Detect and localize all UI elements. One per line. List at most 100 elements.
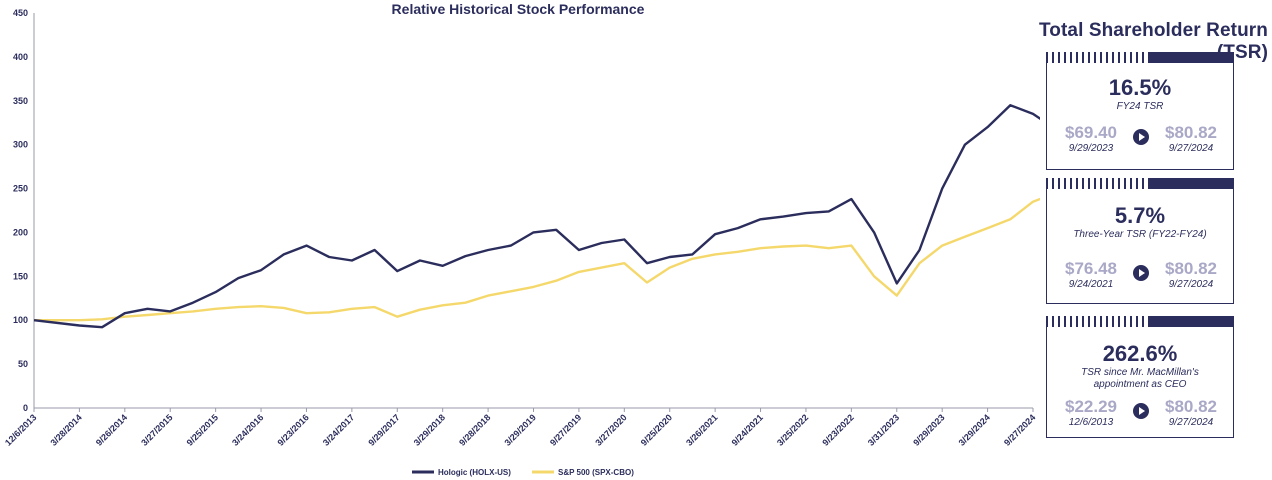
panel-header-bar (1046, 52, 1234, 63)
strip-tick (1130, 178, 1132, 189)
x-tick-label: 3/27/2015 (139, 412, 174, 447)
legend-label: Hologic (HOLX-US) (438, 468, 511, 477)
y-tick-label: 250 (13, 184, 28, 194)
strip-tick (1064, 316, 1066, 327)
strip-tick (1088, 178, 1090, 189)
x-tick-label: 9/26/2014 (94, 412, 129, 447)
tsr-value: 16.5% (1108, 75, 1172, 100)
x-tick-label: 3/29/2019 (503, 412, 538, 447)
strip-tick (1106, 178, 1108, 189)
x-tick-label: 9/25/2015 (185, 412, 220, 447)
strip-tick (1142, 316, 1144, 327)
strip-tick (1070, 316, 1072, 327)
panel-header-bar (1046, 316, 1234, 327)
start-price: $76.48 (1065, 259, 1117, 278)
series-line-hologic (33, 104, 1040, 329)
strip-tick (1070, 52, 1072, 63)
x-tick-label: 12/6/2013 (3, 412, 38, 447)
tsr-value: 5.7% (1114, 203, 1166, 228)
strip-tick (1094, 178, 1096, 189)
strip-tick (1058, 316, 1060, 327)
x-tick-label: 9/29/2017 (366, 412, 401, 447)
strip-tick (1094, 316, 1096, 327)
arrow-right-icon (1133, 403, 1149, 419)
strip-tick (1106, 316, 1108, 327)
x-tick-label: 9/25/2020 (639, 412, 674, 447)
end-date: 9/27/2024 (1168, 279, 1214, 290)
strip-tick (1058, 52, 1060, 63)
x-tick-label: 3/24/2017 (321, 412, 356, 447)
tsr-label-line2: appointment as CEO (1093, 379, 1187, 390)
tsr-panel-three-year: 5.7% Three-Year TSR (FY22-FY24) $76.48 9… (1046, 178, 1234, 304)
strip-tick (1130, 52, 1132, 63)
x-tick-label: 3/29/2024 (957, 412, 992, 447)
x-tick-label: 3/29/2018 (412, 412, 447, 447)
x-tick-label: 9/27/2024 (1002, 412, 1037, 447)
strip-tick (1052, 316, 1054, 327)
strip-tick (1118, 52, 1120, 63)
strip-tick (1136, 316, 1138, 327)
end-price: $80.82 (1165, 123, 1217, 142)
strip-solid (1148, 178, 1234, 189)
strip-tick (1130, 316, 1132, 327)
panel-header-bar (1046, 178, 1234, 189)
x-tick-label: 9/24/2021 (730, 412, 765, 447)
strip-tick (1142, 52, 1144, 63)
strip-tick (1100, 52, 1102, 63)
strip-tick (1100, 178, 1102, 189)
y-tick-label: 100 (13, 315, 28, 325)
strip-tick (1142, 178, 1144, 189)
x-tick-label: 9/27/2019 (548, 412, 583, 447)
strip-tick (1070, 178, 1072, 189)
x-tick-label: 3/28/2014 (48, 412, 83, 447)
arrow-right-icon (1133, 265, 1149, 281)
tsr-label: FY24 TSR (1116, 101, 1164, 112)
strip-tick (1112, 52, 1114, 63)
legend-label: S&P 500 (SPX-CBO) (558, 468, 634, 477)
strip-tick (1052, 178, 1054, 189)
tsr-card: 262.6% TSR since Mr. MacMillan's appoint… (1046, 327, 1234, 438)
start-date: 9/24/2021 (1068, 279, 1114, 290)
strip-tick (1136, 178, 1138, 189)
strip-tick (1058, 178, 1060, 189)
x-tick-label: 3/27/2020 (593, 412, 628, 447)
x-tick-label: 3/25/2022 (775, 412, 810, 447)
x-tick-label: 9/29/2023 (911, 412, 946, 447)
end-price: $80.82 (1165, 397, 1217, 416)
strip-tick (1088, 316, 1090, 327)
strip-tick (1052, 52, 1054, 63)
strip-tick (1082, 316, 1084, 327)
strip-tick (1082, 52, 1084, 63)
start-date: 9/29/2023 (1068, 143, 1114, 154)
strip-tick (1100, 316, 1102, 327)
strip-tick (1076, 178, 1078, 189)
start-price: $22.29 (1065, 397, 1117, 416)
end-date: 9/27/2024 (1168, 417, 1214, 428)
strip-tick (1136, 52, 1138, 63)
strip-tick (1106, 52, 1108, 63)
strip-tick (1112, 316, 1114, 327)
strip-tick (1046, 178, 1048, 189)
strip-tick (1076, 52, 1078, 63)
tsr-card: 16.5% FY24 TSR $69.40 9/29/2023 $80.82 9… (1046, 63, 1234, 170)
x-tick-label: 3/31/2023 (866, 412, 901, 447)
y-tick-label: 0 (23, 403, 28, 413)
x-tick-label: 3/24/2016 (230, 412, 265, 447)
end-date: 9/27/2024 (1168, 143, 1214, 154)
strip-tick (1064, 52, 1066, 63)
y-tick-label: 150 (13, 271, 28, 281)
x-tick-label: 9/23/2016 (275, 412, 310, 447)
y-tick-label: 300 (13, 140, 28, 150)
strip-tick (1076, 316, 1078, 327)
series-line-sp (34, 197, 1040, 322)
strip-tick (1118, 178, 1120, 189)
strip-tick (1112, 178, 1114, 189)
tsr-panel-fy24: 16.5% FY24 TSR $69.40 9/29/2023 $80.82 9… (1046, 52, 1234, 170)
strip-tick (1046, 316, 1048, 327)
x-tick-label: 9/23/2022 (820, 412, 855, 447)
x-tick-label: 3/26/2021 (684, 412, 719, 447)
strip-tick (1064, 178, 1066, 189)
tsr-label-line1: TSR since Mr. MacMillan's (1081, 367, 1199, 378)
stock-performance-chart: Relative Historical Stock Performance 0 5… (3, 1, 1040, 477)
x-tick-label: 9/28/2018 (457, 412, 492, 447)
